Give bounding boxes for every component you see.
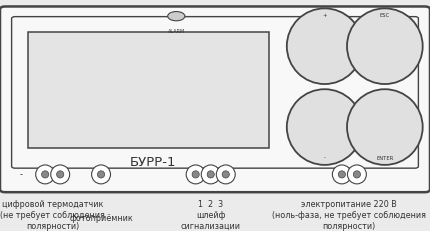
Ellipse shape <box>92 165 111 184</box>
Text: фотоприёмник: фотоприёмник <box>69 214 133 223</box>
Text: ENTER: ENTER <box>376 156 393 161</box>
Text: цифровой термодатчик
(не требует соблюдения
полярности): цифровой термодатчик (не требует соблюде… <box>0 200 105 231</box>
Ellipse shape <box>347 89 423 165</box>
Text: -: - <box>19 170 22 179</box>
Ellipse shape <box>332 165 351 184</box>
Ellipse shape <box>216 165 235 184</box>
Text: ESC: ESC <box>380 12 390 18</box>
Ellipse shape <box>287 8 362 84</box>
Text: 1  2  3
шлейф
сигнализации: 1 2 3 шлейф сигнализации <box>181 200 241 231</box>
Text: +: + <box>322 12 327 18</box>
Bar <box>28 32 269 148</box>
Text: ALARM: ALARM <box>168 29 185 34</box>
Text: -: - <box>324 156 326 161</box>
Text: электропитание 220 В
(ноль-фаза, не требует соблюдения
полярности): электропитание 220 В (ноль-фаза, не треб… <box>272 200 426 231</box>
Ellipse shape <box>51 165 70 184</box>
Ellipse shape <box>353 171 360 178</box>
Ellipse shape <box>192 171 199 178</box>
Circle shape <box>168 12 185 21</box>
Ellipse shape <box>201 165 220 184</box>
Ellipse shape <box>222 171 229 178</box>
Ellipse shape <box>98 171 104 178</box>
Ellipse shape <box>347 165 366 184</box>
Text: БУРР-1: БУРР-1 <box>129 156 176 169</box>
Ellipse shape <box>207 171 214 178</box>
Ellipse shape <box>57 171 64 178</box>
FancyBboxPatch shape <box>12 17 418 168</box>
Ellipse shape <box>42 171 49 178</box>
Ellipse shape <box>287 89 362 165</box>
Ellipse shape <box>186 165 205 184</box>
FancyBboxPatch shape <box>0 6 430 192</box>
Ellipse shape <box>347 8 423 84</box>
Ellipse shape <box>338 171 345 178</box>
Ellipse shape <box>36 165 55 184</box>
